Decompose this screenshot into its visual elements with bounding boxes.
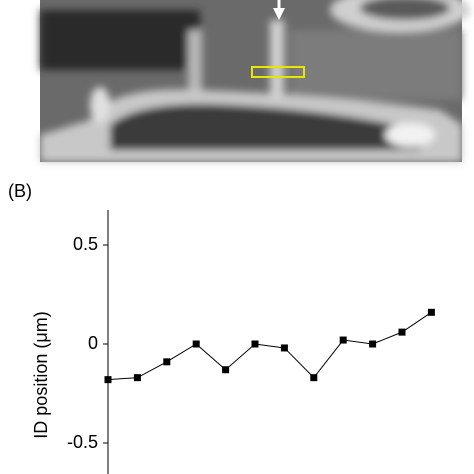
data-point	[339, 336, 347, 344]
data-point	[251, 340, 259, 348]
data-point	[222, 366, 230, 374]
data-point	[310, 374, 318, 382]
panel-label: (B)	[8, 181, 32, 201]
y-tick-label: 0	[88, 333, 98, 353]
data-point	[192, 340, 200, 348]
y-axis-label: ID position (μm)	[31, 311, 51, 438]
data-point	[163, 358, 171, 366]
y-tick-label: 0.5	[73, 234, 98, 254]
y-tick-label: -0.5	[67, 432, 98, 452]
data-line	[107, 311, 432, 381]
data-point	[104, 376, 112, 384]
micrograph	[40, 0, 470, 162]
data-point	[398, 328, 406, 336]
data-point	[369, 340, 377, 348]
data-point	[427, 308, 435, 316]
data-point	[133, 374, 141, 382]
data-point	[280, 344, 288, 352]
